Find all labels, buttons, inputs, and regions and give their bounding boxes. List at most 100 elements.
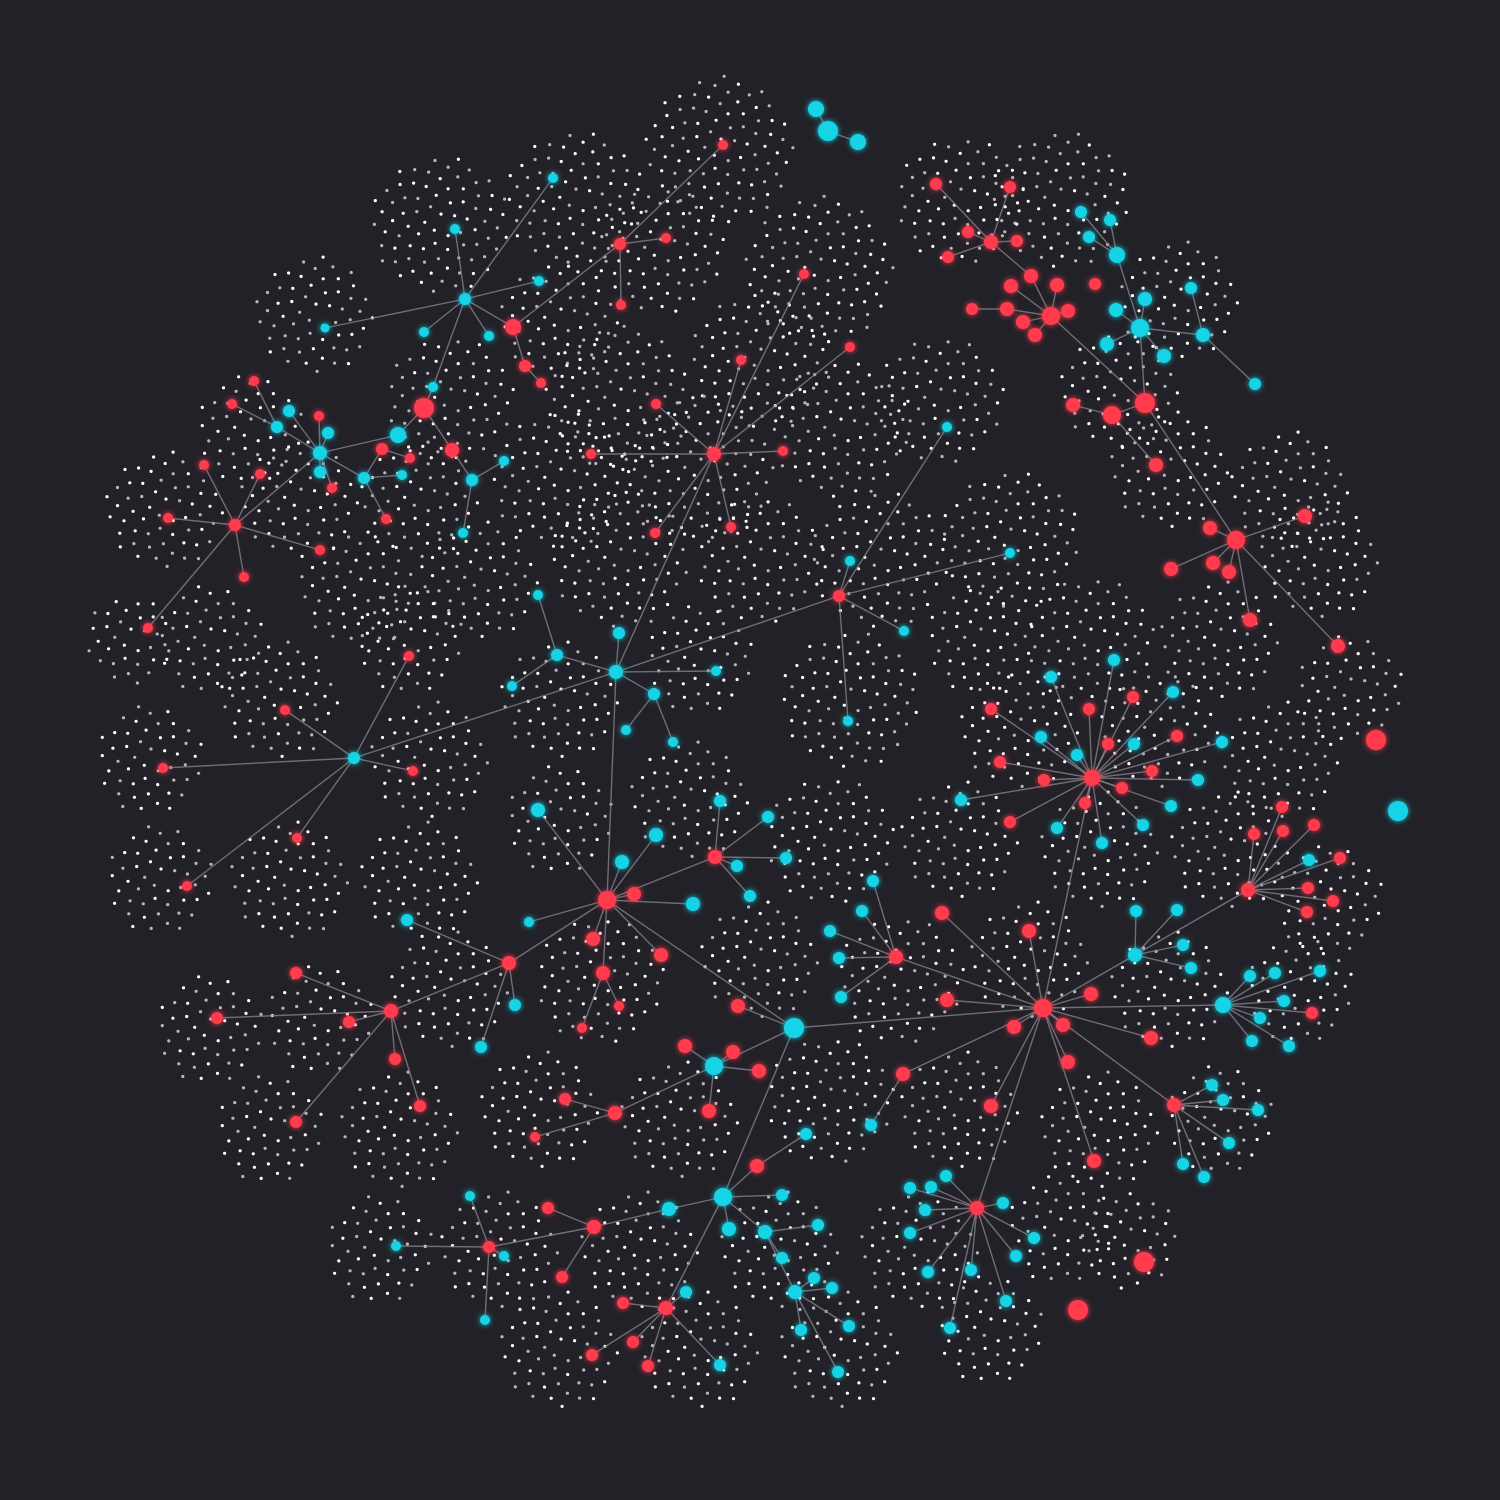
background-dot [583,1255,587,1259]
background-dot [860,873,864,877]
background-dot [367,1162,371,1166]
background-dot [900,1095,904,1099]
background-dot [769,132,773,136]
background-dot [867,373,871,377]
background-dot [827,1295,831,1299]
background-dot [1311,452,1315,456]
background-dot [328,304,332,308]
background-dot [386,1212,390,1216]
background-dot [1189,475,1193,480]
background-dot [650,433,654,437]
background-dot [207,891,211,895]
background-dot [377,621,381,625]
background-dot [983,430,987,434]
background-dot [157,513,161,517]
background-dot [256,671,260,676]
background-dot [817,732,821,736]
background-dot [571,375,575,380]
background-dot [194,861,198,866]
background-dot [416,532,420,536]
background-dot [1196,611,1200,616]
background-dot [461,807,466,811]
background-dot [668,226,673,230]
background-dot [350,1124,355,1128]
background-dot [632,467,637,471]
background-dot [1311,465,1315,469]
background-dot [861,405,865,409]
background-dot [888,1269,892,1273]
background-dot [452,536,456,540]
background-dot [405,1242,409,1246]
background-dot [1195,982,1199,986]
background-dot [398,1296,402,1300]
background-dot [924,359,928,363]
background-dot [1296,499,1300,503]
background-dot [863,1103,867,1107]
background-dot [907,503,911,507]
background-dot [898,565,903,570]
background-dot [977,369,981,373]
background-dot [278,286,282,290]
background-dot [581,1312,585,1316]
background-dot [998,1306,1003,1310]
background-dot [643,421,647,425]
background-dot [594,461,598,466]
background-dot [1319,995,1323,1000]
background-dot [828,791,832,796]
background-dot [1041,222,1045,226]
background-dot [282,883,286,887]
background-dot [526,819,530,823]
background-dot [1276,792,1280,796]
background-dot [1071,894,1075,898]
background-dot [593,343,597,347]
background-dot [273,272,277,277]
background-dot [1298,919,1302,923]
background-dot [667,692,671,696]
background-dot [533,249,538,253]
background-dot [559,807,563,811]
background-dot [554,288,558,292]
background-dot [105,625,109,629]
background-dot [271,392,275,396]
background-dot [438,736,442,740]
background-dot [693,403,697,408]
background-dot [1100,904,1104,909]
background-dot [306,440,310,444]
background-dot [897,654,901,658]
background-dot [710,954,715,958]
background-dot [1306,440,1310,444]
background-dot [609,302,613,306]
background-dot [454,861,458,866]
background-dot [665,199,670,203]
background-dot [265,864,269,869]
background-dot [841,546,845,550]
background-dot [695,267,699,272]
background-dot [985,832,989,836]
background-dot [272,915,277,919]
background-dot [396,1200,400,1204]
background-dot [418,1009,422,1013]
background-dot [1175,511,1179,515]
background-dot [536,827,541,831]
background-dot [313,611,317,615]
background-dot [536,791,540,795]
background-dot [900,1034,904,1039]
background-dot [1166,502,1170,506]
background-dot [1253,643,1257,647]
background-dot [857,1043,862,1047]
background-dot [292,503,296,507]
background-dot [264,1098,268,1102]
background-dot [743,1344,747,1348]
background-dot [181,855,185,859]
background-dot [937,649,941,653]
background-dot [227,671,231,675]
background-dot [869,252,873,256]
background-dot [960,715,964,719]
background-dot [142,915,146,919]
background-dot [201,479,206,483]
background-dot [154,848,158,852]
background-dot [946,409,950,413]
background-dot [883,242,887,246]
background-dot [760,304,765,308]
